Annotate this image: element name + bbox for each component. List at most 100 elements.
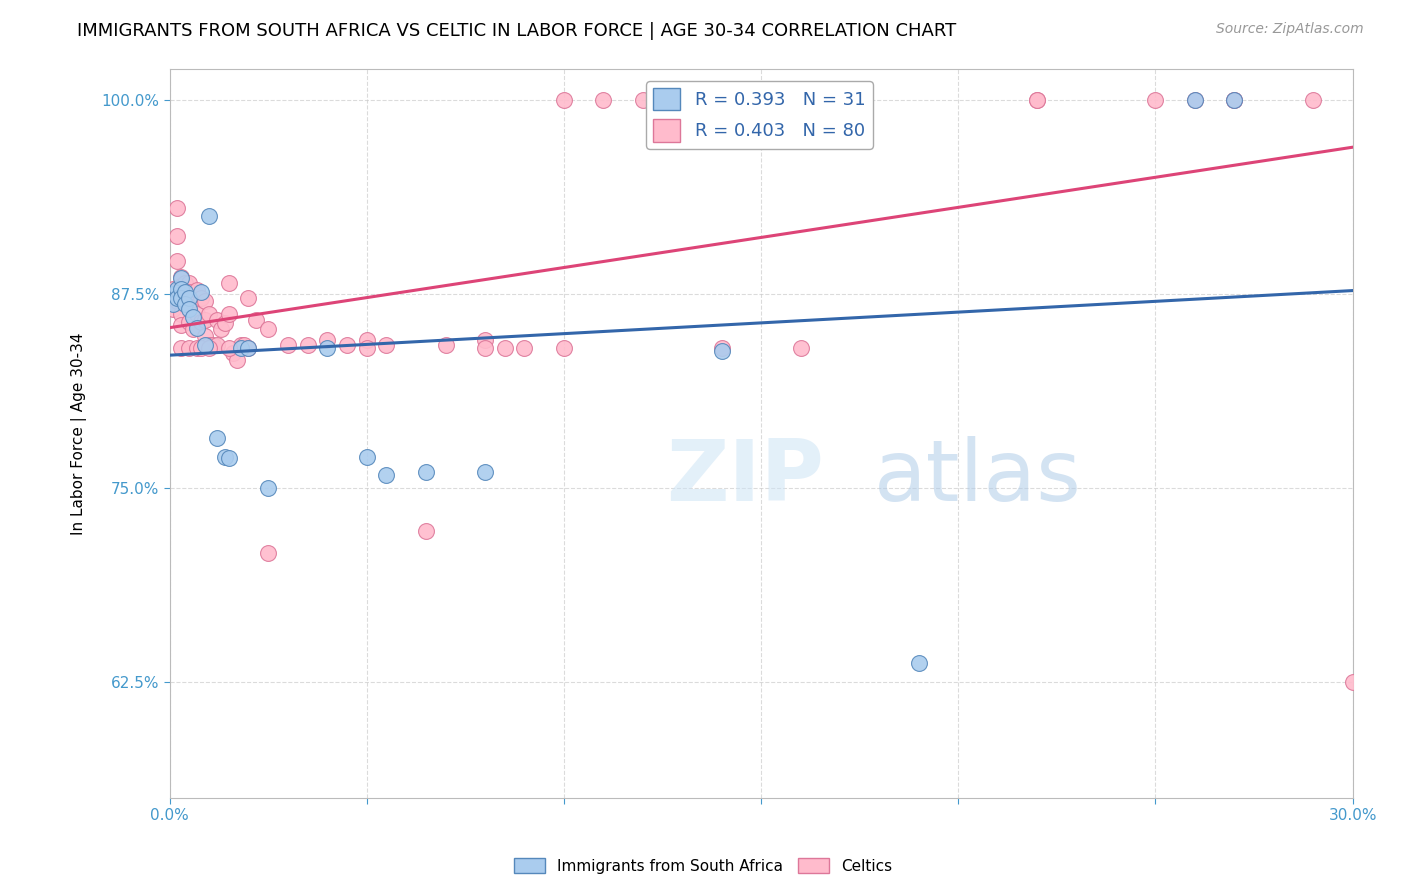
Point — [214, 450, 236, 464]
Point — [170, 307, 193, 321]
Point — [233, 338, 256, 352]
Point — [238, 291, 260, 305]
Legend: R = 0.393   N = 31, R = 0.403   N = 80: R = 0.393 N = 31, R = 0.403 N = 80 — [645, 81, 873, 149]
Point — [162, 286, 184, 301]
Point — [1223, 93, 1246, 107]
Point — [749, 93, 772, 107]
Point — [190, 341, 212, 355]
Point — [908, 656, 931, 670]
Point — [166, 291, 188, 305]
Point — [179, 314, 201, 328]
Point — [229, 338, 252, 352]
Point — [356, 333, 378, 347]
Point — [198, 209, 221, 223]
Point — [179, 285, 201, 299]
Point — [170, 318, 193, 332]
Text: IMMIGRANTS FROM SOUTH AFRICA VS CELTIC IN LABOR FORCE | AGE 30-34 CORRELATION CH: IMMIGRANTS FROM SOUTH AFRICA VS CELTIC I… — [77, 22, 956, 40]
Point — [198, 338, 221, 352]
Point — [186, 341, 208, 355]
Point — [218, 307, 240, 321]
Point — [1223, 93, 1246, 107]
Y-axis label: In Labor Force | Age 30-34: In Labor Force | Age 30-34 — [72, 332, 87, 534]
Point — [375, 468, 398, 483]
Point — [225, 353, 247, 368]
Point — [162, 302, 184, 317]
Point — [194, 294, 217, 309]
Point — [218, 341, 240, 355]
Point — [631, 93, 654, 107]
Point — [198, 307, 221, 321]
Point — [1223, 93, 1246, 107]
Point — [205, 313, 228, 327]
Point — [170, 291, 193, 305]
Point — [257, 322, 280, 336]
Point — [186, 284, 208, 298]
Point — [1026, 93, 1049, 107]
Point — [218, 451, 240, 466]
Point — [179, 302, 201, 317]
Point — [710, 341, 733, 355]
Point — [316, 333, 339, 347]
Point — [166, 254, 188, 268]
Point — [316, 341, 339, 355]
Point — [179, 341, 201, 355]
Point — [162, 297, 184, 311]
Point — [174, 297, 197, 311]
Point — [375, 338, 398, 352]
Point — [166, 294, 188, 309]
Point — [297, 338, 319, 352]
Point — [190, 291, 212, 305]
Point — [828, 93, 851, 107]
Point — [205, 338, 228, 352]
Point — [174, 276, 197, 290]
Point — [209, 322, 232, 336]
Point — [238, 341, 260, 355]
Point — [356, 341, 378, 355]
Point — [1026, 93, 1049, 107]
Point — [710, 344, 733, 359]
Point — [166, 201, 188, 215]
Point — [170, 341, 193, 355]
Point — [1302, 93, 1324, 107]
Point — [179, 291, 201, 305]
Point — [474, 465, 496, 479]
Point — [336, 338, 359, 352]
Point — [194, 338, 217, 352]
Point — [474, 333, 496, 347]
Point — [257, 481, 280, 495]
Point — [186, 307, 208, 321]
Point — [205, 431, 228, 445]
Point — [162, 282, 184, 296]
Point — [415, 465, 437, 479]
Text: ZIP: ZIP — [666, 435, 824, 518]
Point — [474, 341, 496, 355]
Point — [1184, 93, 1206, 107]
Text: atlas: atlas — [873, 435, 1081, 518]
Point — [494, 341, 516, 355]
Point — [198, 341, 221, 355]
Text: Source: ZipAtlas.com: Source: ZipAtlas.com — [1216, 22, 1364, 37]
Point — [229, 341, 252, 355]
Point — [671, 93, 693, 107]
Point — [194, 328, 217, 343]
Point — [179, 276, 201, 290]
Point — [513, 341, 536, 355]
Point — [245, 313, 267, 327]
Point — [214, 316, 236, 330]
Point — [190, 285, 212, 299]
Point — [170, 269, 193, 284]
Point — [789, 341, 811, 355]
Point — [553, 93, 575, 107]
Point — [170, 282, 193, 296]
Point — [257, 546, 280, 560]
Point — [194, 313, 217, 327]
Legend: Immigrants from South Africa, Celtics: Immigrants from South Africa, Celtics — [508, 852, 898, 880]
Point — [434, 338, 457, 352]
Point — [277, 338, 299, 352]
Point — [1144, 93, 1167, 107]
Point — [170, 271, 193, 285]
Point — [190, 314, 212, 328]
Point — [181, 310, 204, 324]
Point — [553, 341, 575, 355]
Point — [174, 285, 197, 299]
